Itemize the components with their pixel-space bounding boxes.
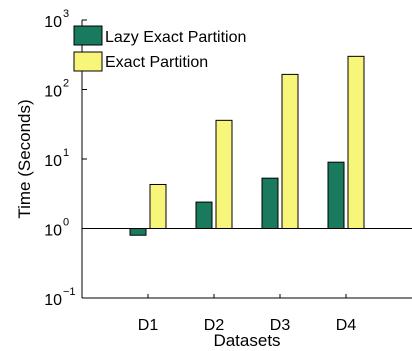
bar-exact-partition-d1: [149, 183, 167, 229]
legend-swatch-exact-partition: [73, 51, 103, 72]
y-tick-exponent: 1: [63, 147, 69, 159]
y-tick-label: 10: [44, 153, 62, 170]
bar-lazy-exact-partition-d1: [129, 228, 147, 236]
x-axis-label: Datasets: [213, 331, 280, 350]
bar-exact-partition-d2: [215, 119, 233, 229]
bar-exact-partition-d3: [281, 73, 299, 229]
y-tick-exponent: 3: [63, 8, 69, 20]
bar-lazy-exact-partition-d2: [195, 201, 213, 229]
legend-swatch-lazy-exact-partition: [73, 25, 103, 46]
y-axis-label: Time (Seconds): [15, 99, 34, 218]
legend: Lazy Exact Partition Exact Partition: [73, 25, 246, 72]
bar-lazy-exact-partition-d4: [327, 161, 345, 229]
bar-lazy-exact-partition-d3: [261, 177, 279, 229]
x-tick-label-d1: D1: [138, 317, 159, 334]
y-tick-label: 10: [44, 223, 62, 240]
y-tick-exponent: 2: [63, 78, 69, 90]
bars-group: [129, 55, 365, 236]
y-tick-label: 10: [44, 84, 62, 101]
y-tick-label: 10: [44, 14, 62, 31]
y-tick-exponent: 0: [63, 217, 69, 229]
bar-exact-partition-d4: [347, 55, 365, 229]
y-tick-label: 10: [44, 292, 62, 309]
legend-label-lazy-exact-partition: Lazy Exact Partition: [105, 29, 246, 46]
y-tick-exponent: −1: [63, 286, 76, 298]
x-ticks-group: D1 D2 D3 D4: [138, 294, 357, 334]
legend-label-exact-partition: Exact Partition: [105, 54, 208, 71]
x-tick-label-d2: D2: [204, 317, 225, 334]
x-tick-label-d4: D4: [336, 317, 357, 334]
x-tick-label-d3: D3: [270, 317, 291, 334]
